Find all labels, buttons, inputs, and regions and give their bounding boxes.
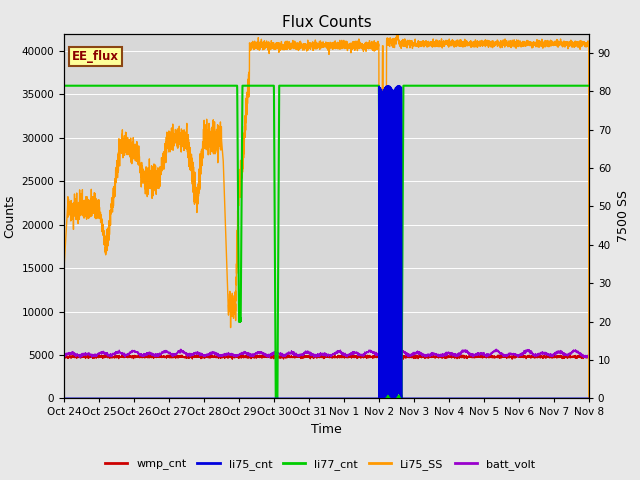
Title: Flux Counts: Flux Counts [282,15,371,30]
Y-axis label: 7500 SS: 7500 SS [616,190,630,242]
Text: EE_flux: EE_flux [72,50,119,63]
X-axis label: Time: Time [311,423,342,436]
Y-axis label: Counts: Counts [3,194,16,238]
Legend: wmp_cnt, li75_cnt, li77_cnt, Li75_SS, batt_volt: wmp_cnt, li75_cnt, li77_cnt, Li75_SS, ba… [100,455,540,474]
